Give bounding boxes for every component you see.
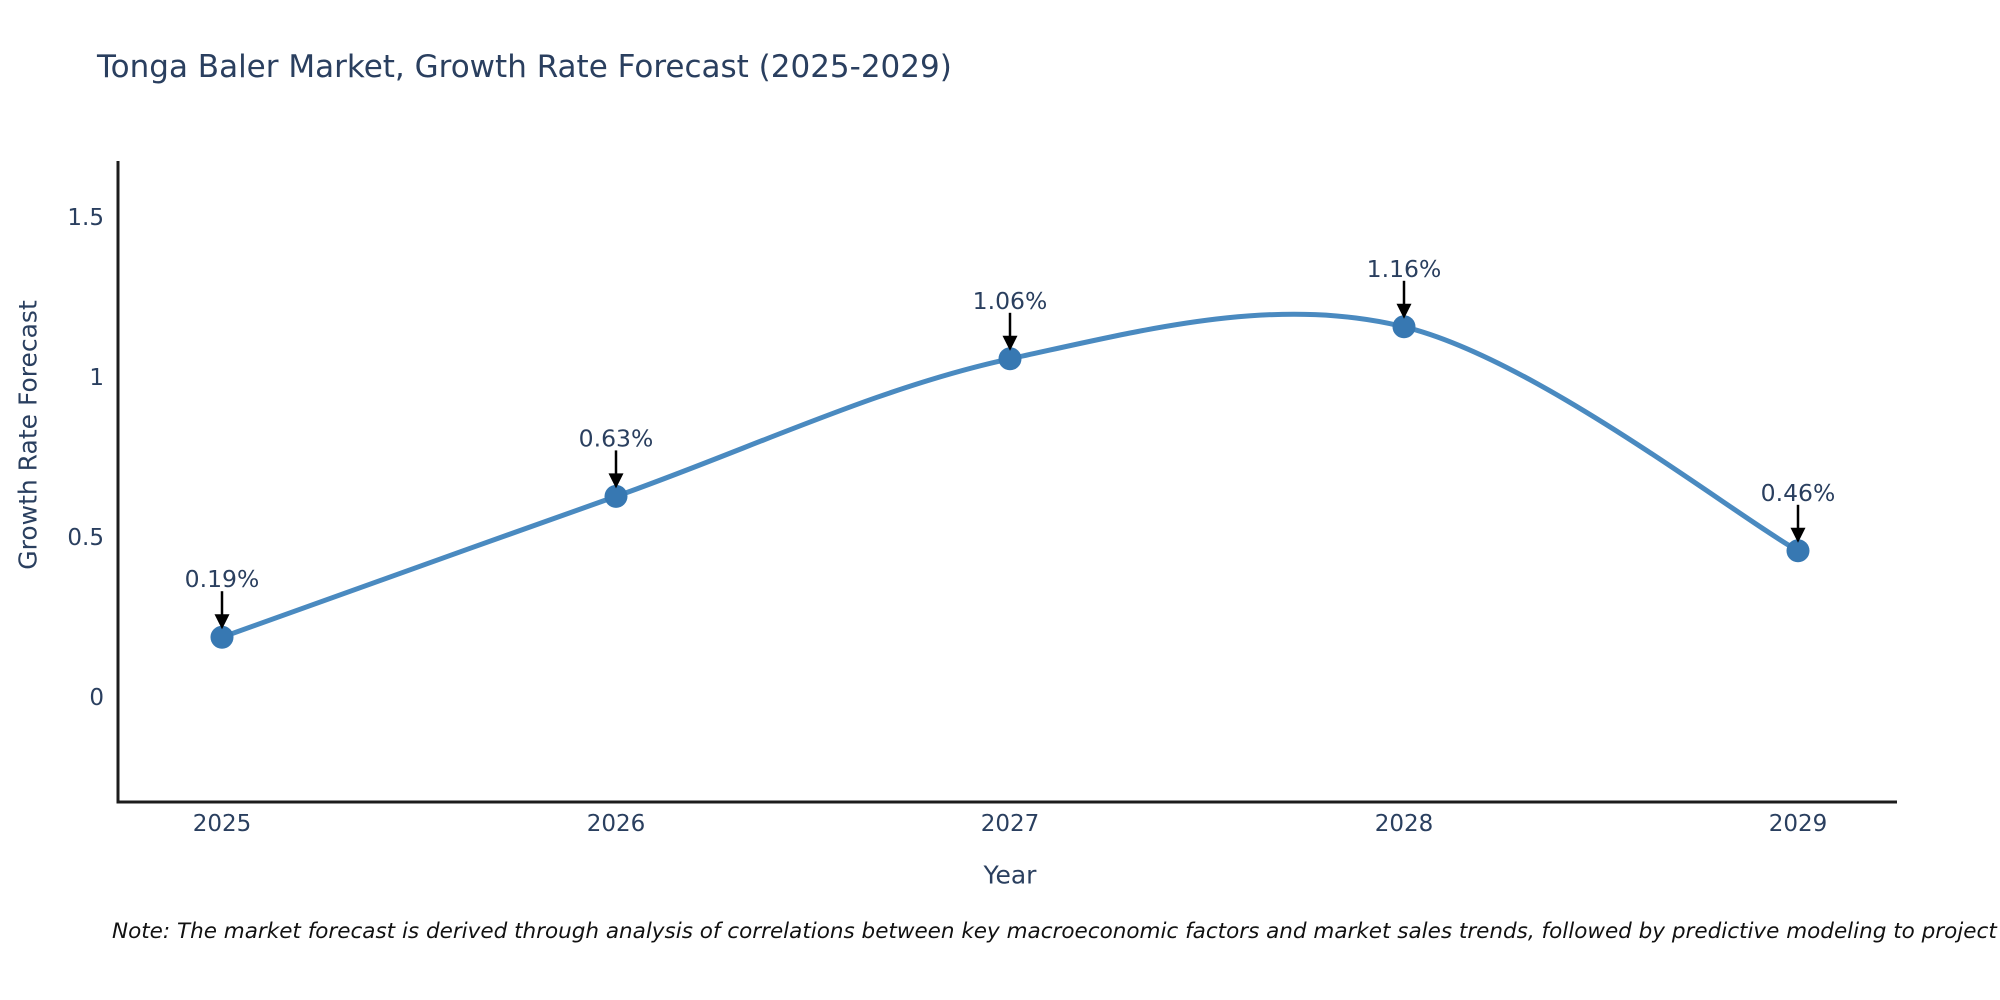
x-tick-label: 2029 [1769, 811, 1828, 837]
data-point-2028[interactable] [1392, 315, 1416, 339]
annotation-label: 0.19% [185, 565, 260, 593]
y-tick-label: 1 [89, 365, 104, 391]
annotation-label: 0.46% [1761, 479, 1836, 507]
y-tick-label: 0 [89, 685, 104, 711]
data-point-2026[interactable] [604, 484, 628, 508]
annotation-label: 1.06% [973, 287, 1048, 315]
chart-title: Tonga Baler Market, Growth Rate Forecast… [97, 49, 952, 85]
annotation-arrowhead [1790, 527, 1806, 543]
x-tick-label: 2026 [587, 811, 646, 837]
annotation-label: 0.63% [579, 424, 654, 452]
y-tick-label: 0.5 [67, 525, 104, 551]
footnote: Note: The market forecast is derived thr… [112, 919, 2000, 944]
data-point-2025[interactable] [210, 625, 234, 649]
x-tick-label: 2025 [193, 811, 252, 837]
annotation-arrowhead [214, 614, 230, 630]
x-tick-label: 2028 [1375, 811, 1434, 837]
annotation-label: 1.16% [1367, 255, 1442, 283]
y-tick-label: 1.5 [67, 205, 104, 231]
data-point-2029[interactable] [1786, 539, 1810, 563]
annotation-arrowhead [1002, 335, 1018, 351]
annotation-arrowhead [608, 473, 624, 489]
x-axis-title: Year [983, 860, 1037, 890]
annotation-arrowhead [1396, 303, 1412, 319]
x-tick-label: 2027 [981, 811, 1040, 837]
data-point-2027[interactable] [998, 347, 1022, 371]
